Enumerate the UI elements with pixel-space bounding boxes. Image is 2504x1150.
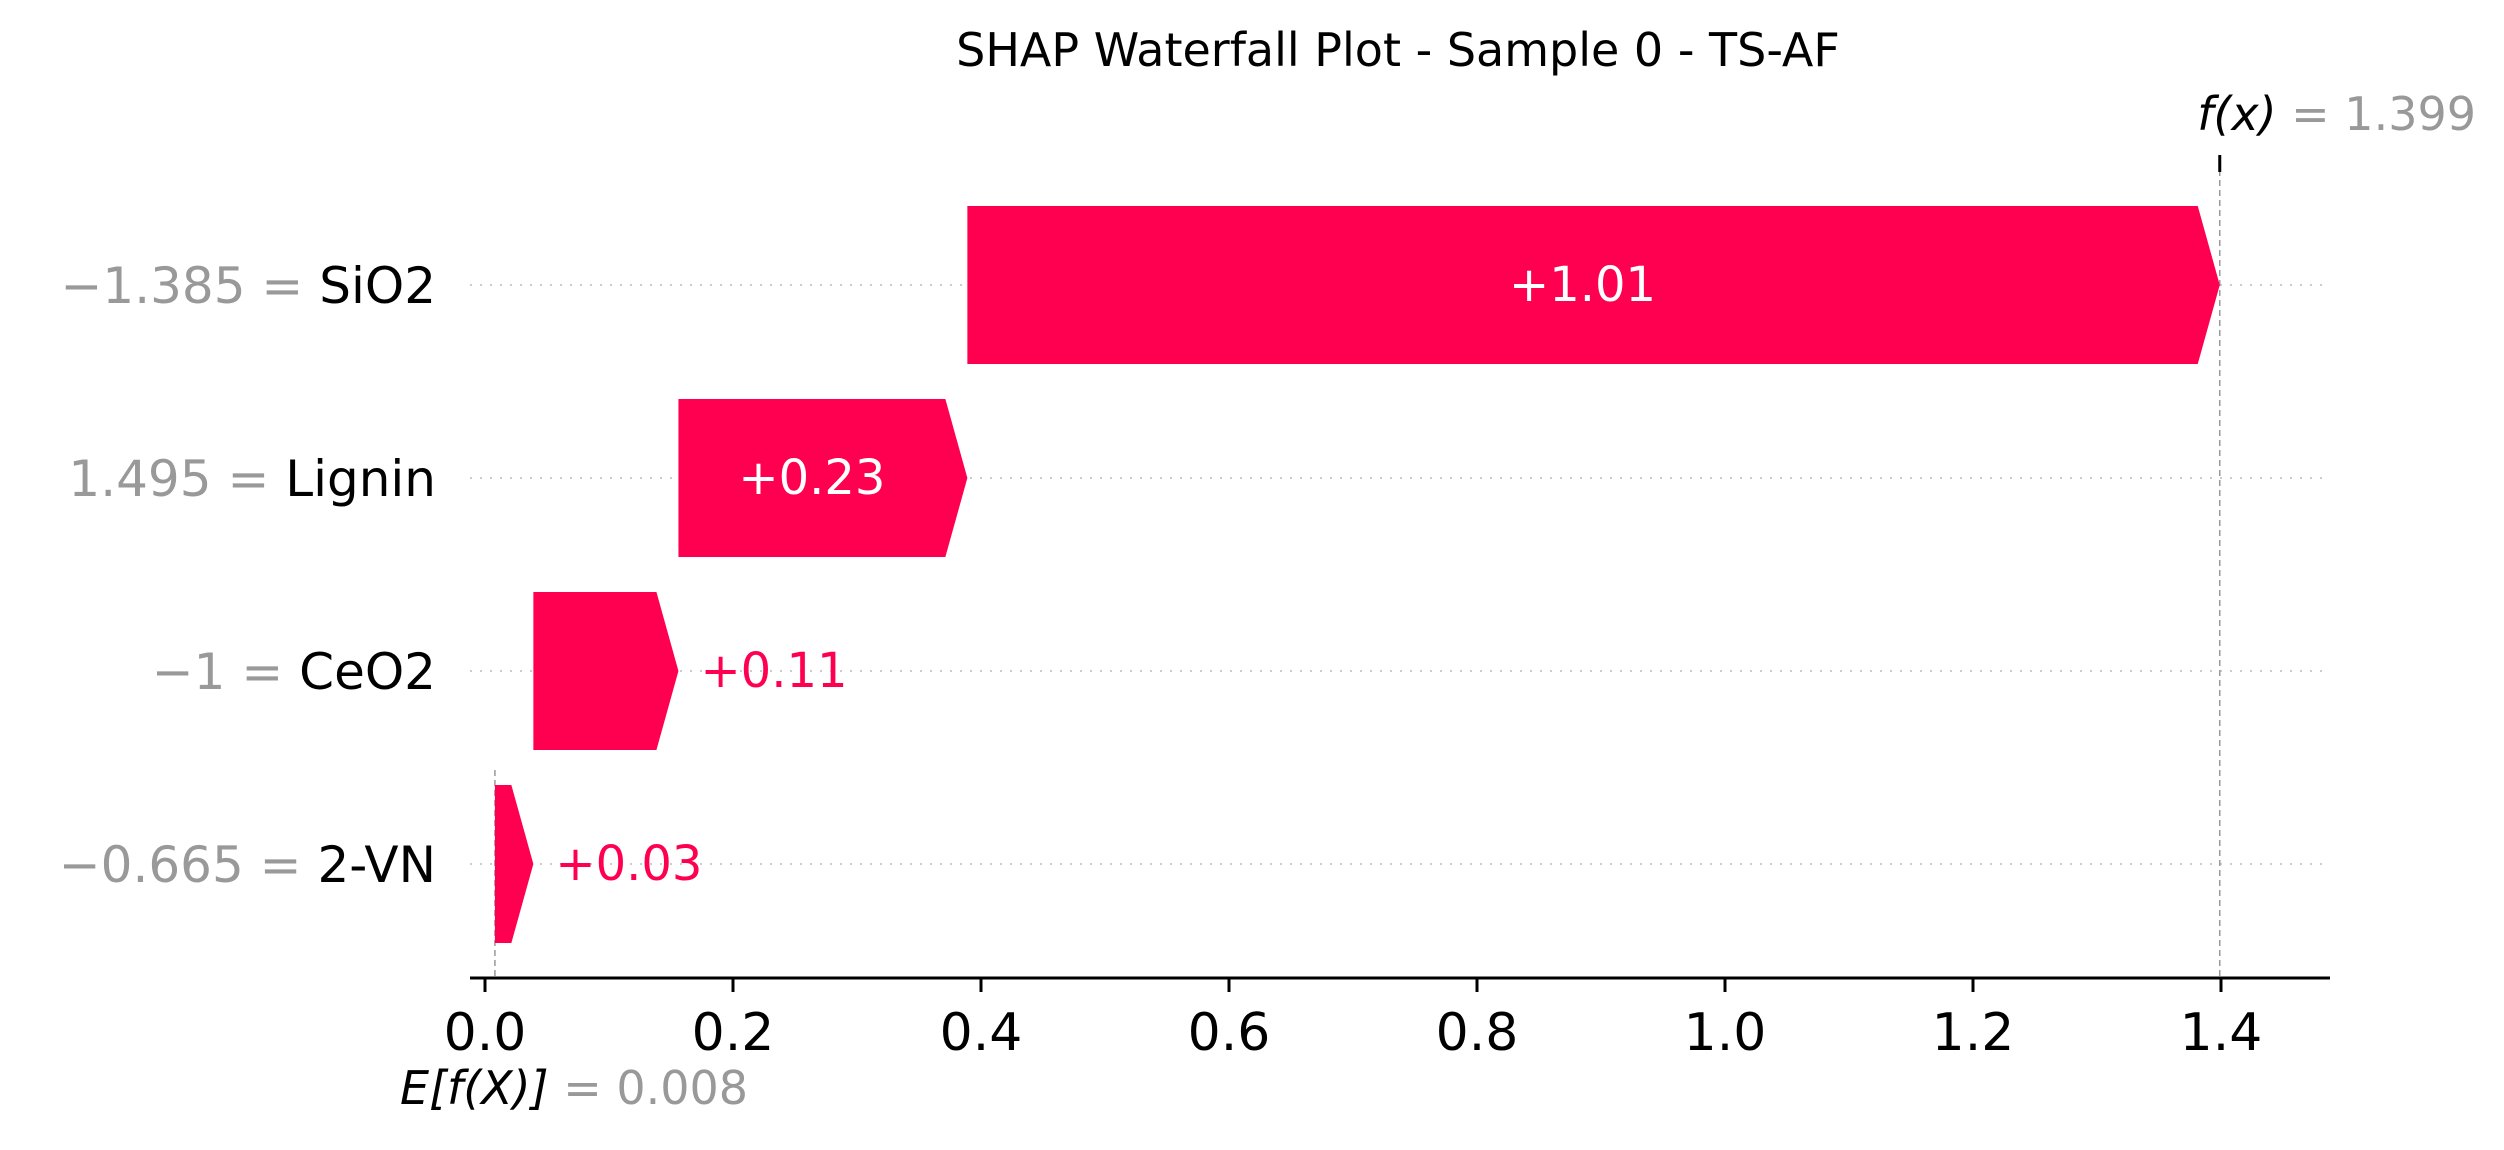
x-tick-label: 1.2 — [1932, 1003, 2015, 1063]
bar-lignin — [678, 399, 968, 557]
bar-value-label: +1.01 — [1509, 257, 1656, 313]
feature-label: −0.665 = 2-VN — [59, 836, 436, 894]
bar-sio2 — [967, 206, 2220, 364]
bar-value-label: +0.23 — [738, 450, 885, 506]
base-value-annotation: E[f(X)] = 0.008 — [400, 1061, 748, 1115]
bar-value-label: +0.03 — [555, 836, 702, 892]
feature-name: Lignin — [285, 450, 436, 508]
x-tick-label: 0.4 — [940, 1003, 1023, 1063]
bar-2-vn — [494, 785, 534, 943]
output-value-annotation: f(x) = 1.399 — [2197, 87, 2476, 141]
base-value: = 0.008 — [563, 1061, 748, 1115]
output-label: f(x) — [2197, 87, 2291, 141]
x-tick-label: 0.0 — [444, 1003, 527, 1063]
feature-value: −0.665 = — [59, 836, 318, 894]
feature-name: 2-VN — [317, 836, 436, 894]
feature-value: 1.495 = — [68, 450, 285, 508]
x-tick-label: 1.0 — [1684, 1003, 1767, 1063]
feature-name: SiO2 — [319, 257, 436, 315]
row-gridlines — [470, 284, 2330, 865]
feature-label: −1.385 = SiO2 — [60, 257, 436, 315]
bar-value-label: +0.11 — [700, 643, 847, 699]
base-label: E[f(X)] — [400, 1061, 563, 1115]
x-tick-label: 1.4 — [2180, 1003, 2263, 1063]
output-value: = 1.399 — [2291, 87, 2476, 141]
feature-value: −1 = — [152, 643, 299, 701]
feature-value: −1.385 = — [60, 257, 319, 315]
chart-title: SHAP Waterfall Plot - Sample 0 - TS-AF — [956, 23, 1840, 77]
x-tick-label: 0.8 — [1436, 1003, 1519, 1063]
feature-labels: +1.01 −1.385 = SiO2 +0.23 1.495 = Lignin +0.… — [59, 257, 1656, 894]
x-tick-label: 0.2 — [692, 1003, 775, 1063]
x-axis: 0.0 0.2 0.4 0.6 0.8 1.0 1.2 1.4 — [444, 976, 2330, 1063]
feature-label: −1 = CeO2 — [152, 643, 436, 701]
bar-ceo2 — [533, 592, 679, 750]
annotations: f(x) = 1.399 E[f(X)] = 0.008 — [400, 87, 2476, 1115]
x-tick-label: 0.6 — [1188, 1003, 1271, 1063]
feature-label: 1.495 = Lignin — [68, 450, 436, 508]
bars — [494, 206, 2220, 943]
feature-name: CeO2 — [299, 643, 436, 701]
